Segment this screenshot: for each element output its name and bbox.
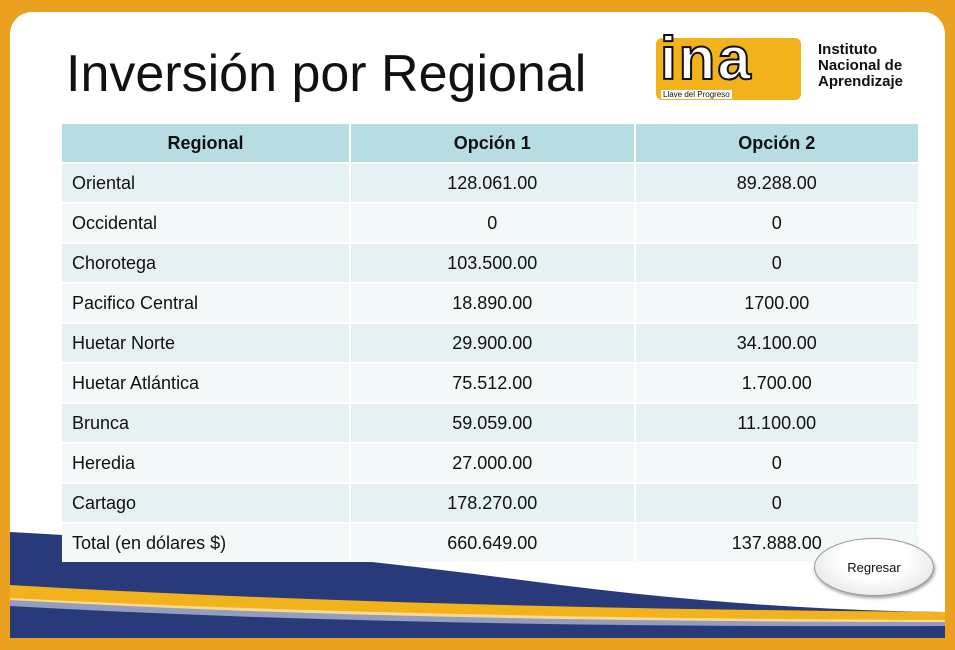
title: Inversión por Regional bbox=[66, 45, 587, 103]
table-cell: Huetar Norte bbox=[62, 322, 351, 363]
table-row: Occidental 0 0 bbox=[62, 202, 920, 243]
header-row: Regional Opción 1 Opción 2 bbox=[62, 124, 920, 163]
table-cell: 178.270.00 bbox=[350, 482, 636, 523]
table-row: Heredia 27.000.00 0 bbox=[62, 442, 920, 483]
table-cell: Oriental bbox=[62, 162, 351, 203]
table-cell: 34.100.00 bbox=[634, 322, 920, 363]
table-cell: 0 bbox=[634, 242, 920, 283]
table-cell: 660.649.00 bbox=[350, 522, 636, 562]
table-cell: 59.059.00 bbox=[350, 402, 636, 443]
logo-mark: ina bbox=[656, 24, 801, 100]
table-cell: 0 bbox=[634, 482, 920, 523]
logo-tagline: Llave del Progreso bbox=[661, 90, 732, 99]
logo-name-line: Aprendizaje bbox=[818, 73, 904, 90]
table-cell: Cartago bbox=[62, 482, 351, 523]
logo-text: ina bbox=[659, 24, 753, 93]
table-cell: Heredia bbox=[62, 442, 351, 483]
logo-name: Instituto Nacional de Aprendizaje bbox=[818, 42, 903, 90]
swoosh-gold bbox=[10, 585, 945, 622]
table-row: Huetar Atlántica 75.512.00 1.700.00 bbox=[62, 362, 920, 403]
table-cell: 128.061.00 bbox=[350, 162, 636, 203]
header-cell: Regional bbox=[62, 124, 351, 163]
table-cell: Huetar Atlántica bbox=[62, 362, 351, 403]
table-cell: 75.512.00 bbox=[350, 362, 636, 403]
table-row: Pacifico Central 18.890.00 1700.00 bbox=[62, 282, 920, 323]
table-cell: 0 bbox=[350, 202, 636, 243]
table-cell: 0 bbox=[634, 442, 920, 483]
logo-name-line: Instituto bbox=[818, 41, 878, 58]
table-cell: Total (en dólares $) bbox=[62, 522, 351, 562]
table-cell: 18.890.00 bbox=[350, 282, 636, 323]
header-cell: Opción 2 bbox=[634, 124, 920, 163]
back-button[interactable]: Regresar bbox=[814, 538, 934, 596]
table-cell: Chorotega bbox=[62, 242, 351, 283]
table-cell: 89.288.00 bbox=[634, 162, 920, 203]
swoosh-light bbox=[10, 598, 945, 627]
logo: ina Llave del Progreso Instituto Naciona… bbox=[656, 24, 955, 104]
investment-table: Regional Opción 1 Opción 2 Oriental 128.061… bbox=[62, 124, 920, 562]
header-cell: Opción 1 bbox=[350, 124, 636, 163]
table-cell: 1.700.00 bbox=[634, 362, 920, 403]
table-row: Huetar Norte 29.900.00 34.100.00 bbox=[62, 322, 920, 363]
table-body: Oriental 128.061.00 89.288.00 Occidental 0 0 C… bbox=[62, 162, 920, 562]
table-cell: 11.100.00 bbox=[634, 402, 920, 443]
table-row: Total (en dólares $) 660.649.00 137.888.00 bbox=[62, 522, 920, 562]
table-row: Cartago 178.270.00 0 bbox=[62, 482, 920, 523]
table-row: Brunca 59.059.00 11.100.00 bbox=[62, 402, 920, 443]
table-cell: Brunca bbox=[62, 402, 351, 443]
table-cell: Occidental bbox=[62, 202, 351, 243]
table-cell: 0 bbox=[634, 202, 920, 243]
table-row: Chorotega 103.500.00 0 bbox=[62, 242, 920, 283]
table-cell: 27.000.00 bbox=[350, 442, 636, 483]
table-cell: 29.900.00 bbox=[350, 322, 636, 363]
table-cell: 1700.00 bbox=[634, 282, 920, 323]
table-row: Oriental 128.061.00 89.288.00 bbox=[62, 162, 920, 203]
table-cell: Pacifico Central bbox=[62, 282, 351, 323]
table-cell: 103.500.00 bbox=[350, 242, 636, 283]
logo-name-line: Nacional de bbox=[818, 57, 903, 74]
